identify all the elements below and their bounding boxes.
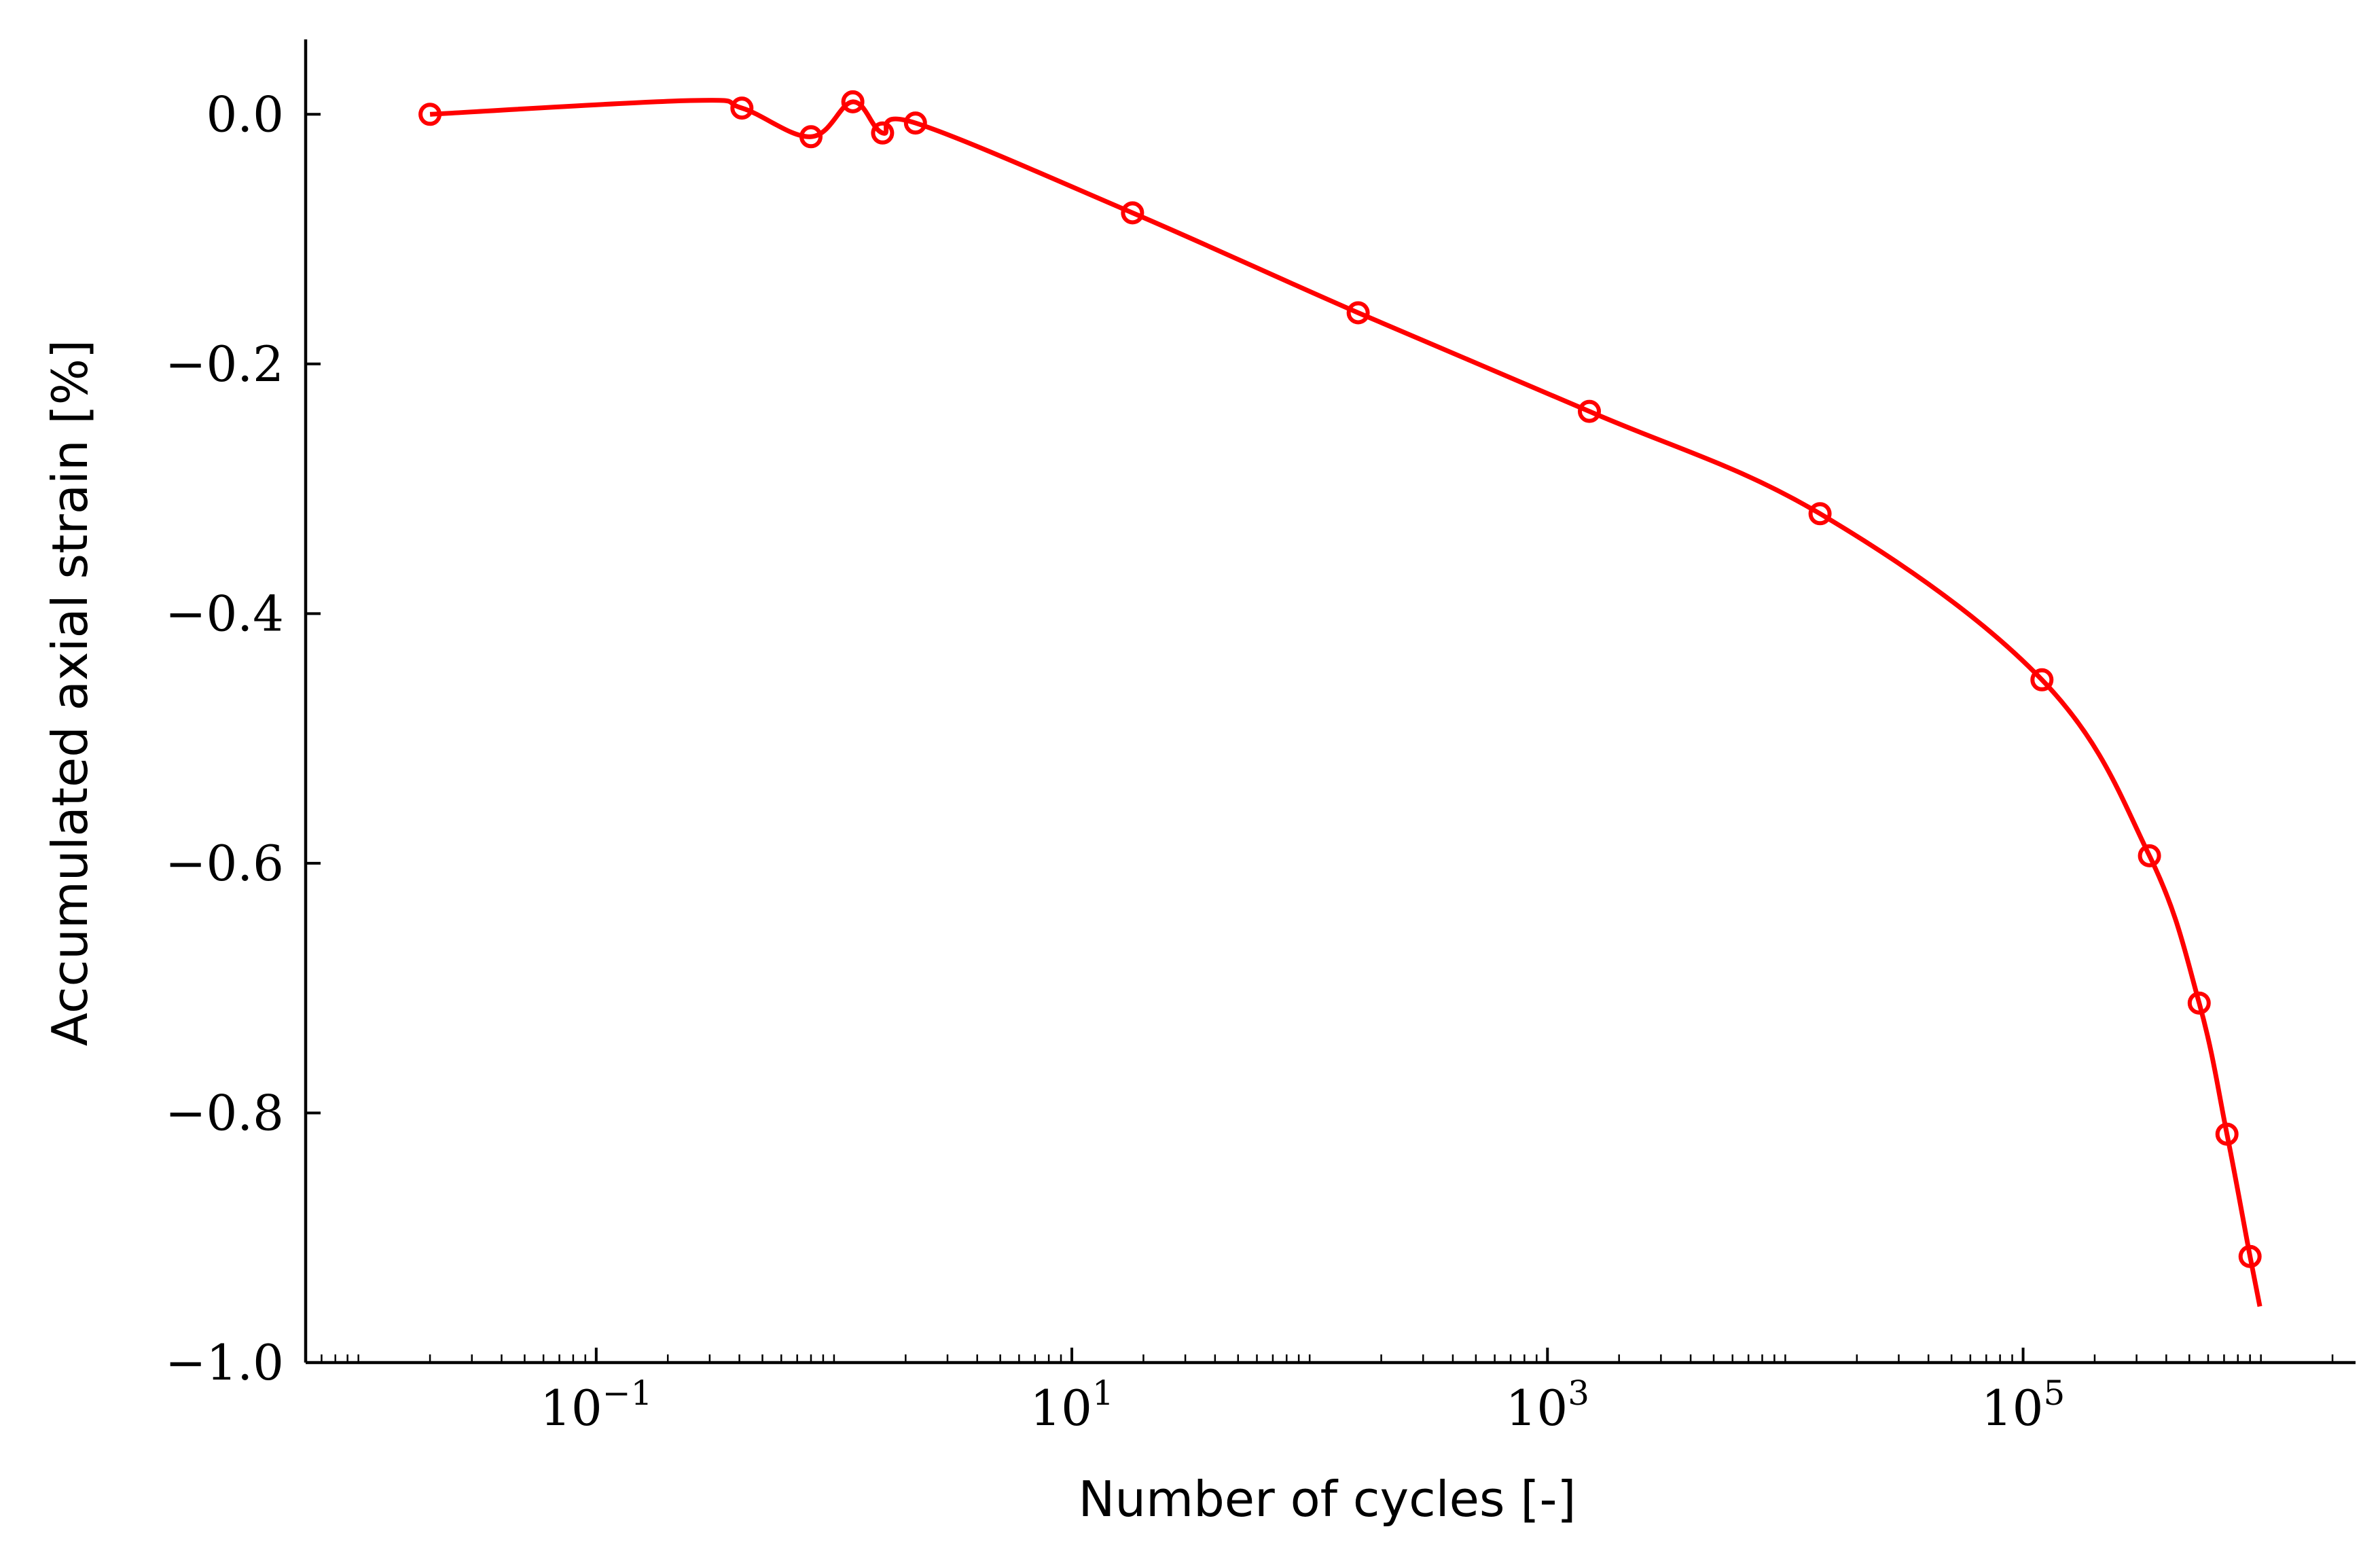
data-point (2238, 1244, 2262, 1268)
x-tick-label-exponent: 3 (1568, 1373, 1589, 1413)
x-tick-label-exponent: 5 (2043, 1373, 2065, 1413)
data-point (1121, 201, 1144, 225)
x-tick-label-base: 10 (1030, 1380, 1092, 1437)
x-axis-title: Number of cycles [-] (1078, 1471, 1576, 1528)
x-tick-label: 103 (1506, 1373, 1589, 1437)
y-tick-label: −0.4 (165, 585, 284, 642)
series-line (429, 98, 2262, 1307)
y-tick-label: −0.6 (165, 835, 284, 892)
x-tick-label-base: 10 (540, 1380, 602, 1437)
axes (304, 39, 2356, 1365)
data-point (2138, 844, 2161, 867)
data-point (730, 96, 754, 120)
y-tick-label: −0.2 (165, 336, 284, 393)
y-tick-label: 0.0 (206, 86, 284, 143)
x-ticks: 10−1 101 103 105 (540, 1348, 2065, 1437)
data-point (871, 121, 895, 145)
x-tick-label: 105 (1981, 1373, 2065, 1437)
data-markers (418, 90, 2262, 1268)
data-point (903, 111, 927, 135)
data-point (841, 90, 865, 113)
data-point (799, 125, 823, 149)
y-axis-title: Accumulated axial strain [%] (41, 340, 98, 1046)
x-tick-label: 101 (1030, 1373, 1113, 1437)
data-point (2187, 991, 2211, 1015)
x-tick-label-exponent: 1 (1092, 1373, 1114, 1413)
x-tick-label: 10−1 (540, 1373, 652, 1437)
data-point (2215, 1122, 2239, 1146)
y-ticks: 0.0 −0.2 −0.4 −0.6 −0.8 −1.0 (165, 86, 321, 1391)
x-tick-label-base: 10 (1981, 1380, 2044, 1437)
data-point (2030, 668, 2054, 691)
data-point (1808, 502, 1832, 526)
x-tick-label-exponent: −1 (602, 1373, 653, 1413)
data-point (418, 103, 442, 126)
x-minor-ticks (304, 1354, 2334, 1363)
data-point (1346, 301, 1370, 325)
y-tick-label: −0.8 (165, 1084, 284, 1141)
x-tick-label-base: 10 (1506, 1380, 1568, 1437)
y-tick-label: −1.0 (165, 1334, 284, 1391)
data-point (1578, 399, 1601, 423)
